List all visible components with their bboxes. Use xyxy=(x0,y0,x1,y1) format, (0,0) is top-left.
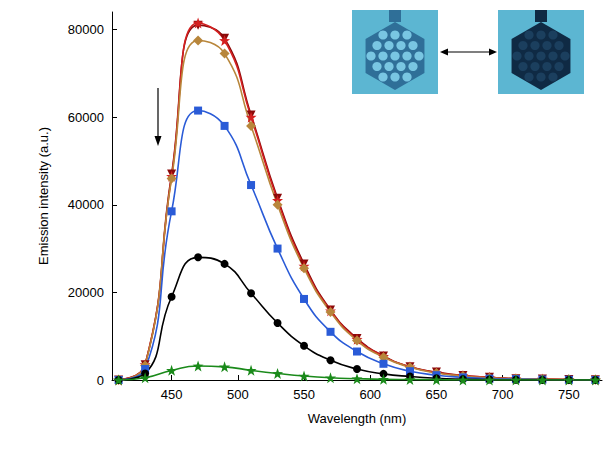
svg-text:700: 700 xyxy=(492,387,514,402)
svg-text:600: 600 xyxy=(359,387,381,402)
svg-text:450: 450 xyxy=(161,387,183,402)
svg-text:Emission intensity (a.u.): Emission intensity (a.u.) xyxy=(36,127,51,265)
svg-text:650: 650 xyxy=(426,387,448,402)
svg-text:500: 500 xyxy=(227,387,249,402)
svg-text:0: 0 xyxy=(97,373,104,388)
svg-text:60000: 60000 xyxy=(68,110,104,125)
svg-text:40000: 40000 xyxy=(68,197,104,212)
svg-text:20000: 20000 xyxy=(68,285,104,300)
svg-text:750: 750 xyxy=(558,387,580,402)
svg-text:80000: 80000 xyxy=(68,22,104,37)
svg-text:550: 550 xyxy=(293,387,315,402)
svg-text:Wavelength (nm): Wavelength (nm) xyxy=(308,411,407,426)
